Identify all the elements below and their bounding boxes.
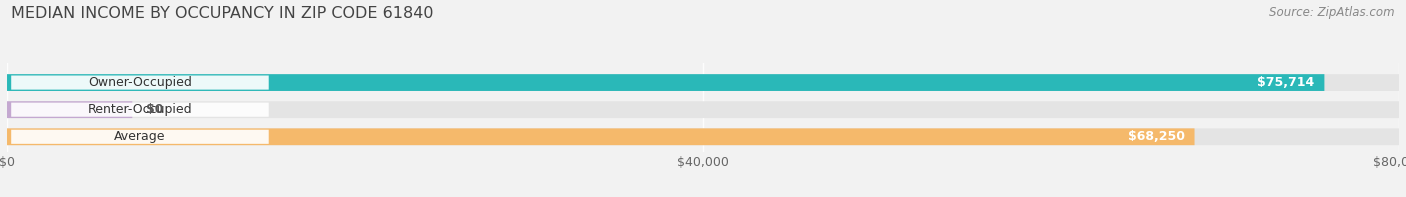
- FancyBboxPatch shape: [7, 128, 1195, 145]
- Text: $75,714: $75,714: [1257, 76, 1315, 89]
- Text: Owner-Occupied: Owner-Occupied: [89, 76, 191, 89]
- FancyBboxPatch shape: [7, 101, 1399, 118]
- FancyBboxPatch shape: [7, 101, 132, 118]
- Text: $0: $0: [146, 103, 163, 116]
- Text: MEDIAN INCOME BY OCCUPANCY IN ZIP CODE 61840: MEDIAN INCOME BY OCCUPANCY IN ZIP CODE 6…: [11, 6, 433, 21]
- Text: Average: Average: [114, 130, 166, 143]
- FancyBboxPatch shape: [11, 130, 269, 144]
- FancyBboxPatch shape: [11, 75, 269, 90]
- Text: $68,250: $68,250: [1128, 130, 1185, 143]
- FancyBboxPatch shape: [7, 74, 1399, 91]
- FancyBboxPatch shape: [7, 74, 1324, 91]
- FancyBboxPatch shape: [7, 128, 1399, 145]
- Text: Renter-Occupied: Renter-Occupied: [87, 103, 193, 116]
- Text: Source: ZipAtlas.com: Source: ZipAtlas.com: [1270, 6, 1395, 19]
- FancyBboxPatch shape: [11, 103, 269, 117]
